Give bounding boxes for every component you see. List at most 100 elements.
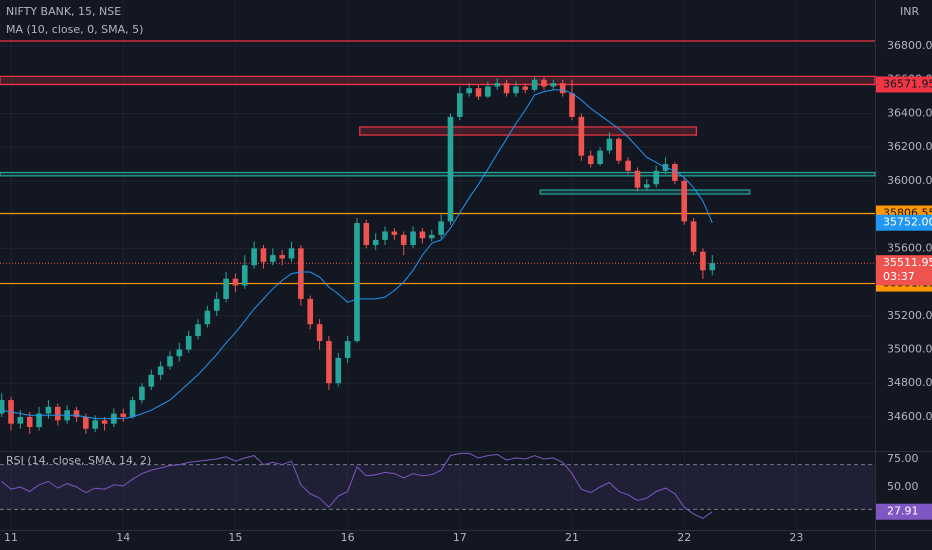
- candle-body: [681, 180, 688, 222]
- y-tick-label: 36200.00: [887, 140, 932, 153]
- candle-body: [232, 278, 239, 286]
- last-price-tag: [876, 255, 932, 286]
- zone: [0, 171, 876, 177]
- candle-body: [270, 255, 276, 262]
- candle-body: [288, 248, 295, 259]
- rsi-tag-label: 27.91: [887, 505, 919, 518]
- rsi-band: [0, 464, 875, 510]
- rsi-legend: RSI (14, close, SMA, 14, 2): [6, 454, 151, 467]
- zone: [539, 189, 751, 195]
- x-tick-label: 21: [565, 531, 579, 544]
- candle-body: [260, 248, 267, 262]
- y-tick-label: 34800.00: [887, 376, 932, 389]
- candle-body: [83, 416, 89, 429]
- y-tick-label: 36800.00: [887, 39, 932, 52]
- candle-body: [700, 251, 706, 271]
- price-tag: [876, 76, 932, 93]
- y-tick-label: 35600.00: [887, 241, 932, 254]
- candle-body: [326, 341, 332, 384]
- candle-body: [494, 83, 501, 87]
- candle-body: [410, 231, 416, 245]
- rsi-tag: [876, 503, 932, 520]
- candle-body: [559, 83, 566, 94]
- y-tick-label: 35000.00: [887, 343, 932, 356]
- candle-body: [391, 231, 398, 235]
- candle-body: [428, 234, 435, 239]
- candle-body: [382, 231, 388, 240]
- candle-body: [466, 88, 472, 94]
- candle-body: [690, 221, 697, 252]
- candle-body: [36, 413, 42, 428]
- candle-body: [597, 150, 603, 165]
- candle-body: [419, 231, 426, 239]
- candle-body: [485, 86, 491, 97]
- candle-body: [92, 420, 98, 429]
- candle-body: [157, 366, 164, 375]
- candle-body: [354, 223, 360, 342]
- x-tick-label: 22: [677, 531, 691, 544]
- candle-body: [709, 263, 716, 271]
- candle-body: [298, 248, 304, 299]
- candle-body: [54, 406, 61, 421]
- candle-body: [73, 410, 80, 417]
- candle-body: [606, 138, 613, 151]
- price-tag-label: 36571.95: [883, 77, 932, 90]
- x-tick-label: 11: [4, 531, 18, 544]
- ma-line: [1, 89, 713, 420]
- ma-tag-label: 35752.00: [883, 216, 932, 229]
- candle-body: [400, 234, 407, 245]
- candle-body: [241, 265, 248, 286]
- zone: [0, 75, 876, 86]
- candle-body: [475, 88, 482, 97]
- candle-body: [513, 86, 519, 94]
- candle-body: [457, 93, 463, 117]
- candle-body: [167, 356, 173, 367]
- candle-body: [101, 420, 108, 424]
- rsi-tick-label: 50.00: [887, 480, 919, 493]
- last-price-label: 35511.95: [883, 256, 932, 269]
- candle-body: [335, 357, 342, 384]
- candle-body: [45, 406, 52, 414]
- zone: [359, 126, 697, 136]
- candle-body: [569, 93, 575, 117]
- candle-body: [307, 298, 314, 325]
- x-tick-label: 16: [341, 531, 355, 544]
- candle-body: [148, 374, 155, 387]
- ma-legend: MA (10, close, 0, SMA, 5): [6, 23, 143, 36]
- currency: INR: [900, 5, 919, 18]
- candle-body: [541, 79, 547, 87]
- x-tick-label: 17: [453, 531, 467, 544]
- candle-body: [634, 170, 641, 188]
- candle-body: [363, 223, 370, 245]
- candle-body: [578, 116, 585, 156]
- candle-body: [531, 79, 538, 90]
- y-tick-label: 36000.00: [887, 174, 932, 187]
- candle-body: [120, 413, 127, 417]
- candle-body: [372, 239, 379, 245]
- y-tick-label: 34600.00: [887, 410, 932, 423]
- candle-body: [522, 86, 529, 90]
- candle-body: [438, 221, 444, 235]
- candle-body: [17, 416, 24, 424]
- candle-body: [653, 170, 659, 185]
- rsi-line: [1, 452, 713, 519]
- candle-body: [204, 310, 211, 325]
- candle-body: [185, 336, 192, 350]
- candle-body: [644, 184, 650, 188]
- candle-body: [139, 386, 145, 401]
- candle-body: [195, 324, 201, 337]
- x-tick-label: 14: [116, 531, 130, 544]
- candle-body: [625, 160, 631, 171]
- candle-body: [0, 400, 5, 414]
- candle-body: [550, 83, 557, 87]
- candle-body: [587, 155, 594, 165]
- countdown: 03:37: [883, 270, 915, 283]
- candle-body: [223, 278, 229, 299]
- candle-body: [279, 255, 285, 259]
- candle-body: [251, 248, 257, 266]
- candle-body: [213, 298, 220, 311]
- ma-tag: [876, 214, 932, 231]
